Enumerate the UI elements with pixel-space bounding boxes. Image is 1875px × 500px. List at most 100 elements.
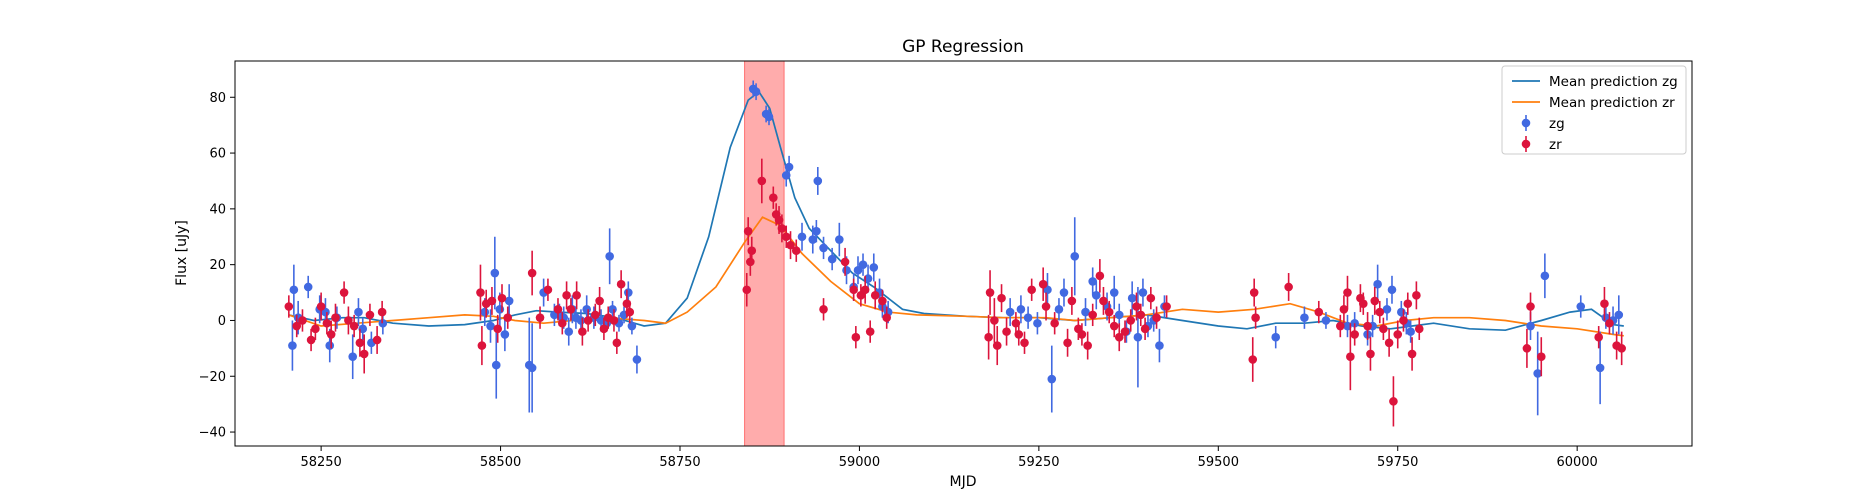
marker (1146, 293, 1156, 303)
marker (292, 321, 302, 331)
marker (808, 235, 818, 244)
marker (791, 246, 801, 256)
marker (557, 318, 567, 328)
marker (1271, 332, 1281, 342)
marker (493, 324, 502, 334)
marker (503, 313, 513, 322)
legend-label-line-1: Mean prediction zg (1549, 74, 1678, 90)
data-point-zr-112 (1370, 286, 1380, 315)
marker (1399, 316, 1408, 325)
data-point-zr-99 (1249, 278, 1259, 307)
data-point-zg-103 (1576, 295, 1586, 318)
data-point-zr-90 (1120, 320, 1130, 343)
data-point-zg-73 (1081, 298, 1090, 327)
marker (827, 254, 837, 264)
data-point-zr-100 (1251, 306, 1260, 329)
data-point-zr-67 (985, 270, 995, 315)
data-point-zr-104 (1339, 295, 1349, 324)
marker (784, 162, 794, 172)
data-point-zr-32 (572, 281, 581, 310)
marker (609, 316, 619, 325)
marker (1393, 330, 1403, 339)
data-point-zr-37 (599, 317, 609, 340)
data-point-zg-66 (1023, 306, 1033, 329)
marker (819, 304, 828, 314)
data-point-zr-88 (1109, 314, 1119, 338)
marker (835, 235, 844, 244)
data-point-zr-35 (591, 303, 600, 327)
data-point-zg-57 (853, 256, 863, 285)
marker (1595, 363, 1605, 373)
data-point-zg-88 (1300, 306, 1309, 329)
marker (572, 291, 581, 300)
marker (842, 265, 851, 275)
data-point-zr-84 (1088, 303, 1097, 327)
data-point-zg-80 (1127, 281, 1137, 315)
marker (1605, 318, 1614, 328)
marker (1321, 316, 1331, 325)
data-point-zg-87 (1271, 326, 1281, 349)
marker (632, 355, 642, 364)
data-point-zr-64 (878, 289, 887, 313)
data-point-zr-77 (1041, 292, 1051, 321)
data-point-zr-44 (742, 273, 752, 307)
marker (1077, 330, 1087, 339)
data-point-zg-94 (1373, 264, 1382, 304)
data-point-zr-113 (1375, 300, 1385, 324)
marker (378, 318, 388, 328)
marker (840, 257, 850, 267)
data-point-zg-43 (751, 83, 761, 101)
marker (1526, 321, 1535, 331)
data-point-zg-50 (812, 220, 821, 243)
data-point-zr-59 (851, 326, 861, 349)
y-tick-label: 80 (209, 91, 226, 106)
marker (1249, 288, 1259, 297)
x-tick-label: 59250 (1018, 455, 1059, 470)
marker (1375, 307, 1385, 317)
marker (1016, 304, 1026, 314)
data-point-zg-78 (1114, 303, 1124, 327)
marker (624, 288, 633, 297)
marker (377, 307, 387, 317)
data-point-zr-120 (1407, 337, 1417, 371)
marker (1540, 271, 1550, 281)
marker (1379, 324, 1388, 334)
data-point-zr-101 (1284, 273, 1293, 301)
data-point-zg-1 (288, 320, 297, 371)
marker (1284, 282, 1293, 292)
marker (786, 240, 795, 250)
legend-swatch-marker-zr (1521, 139, 1531, 149)
marker (490, 268, 500, 278)
marker (985, 288, 995, 297)
marker (1343, 288, 1352, 297)
marker (1155, 341, 1164, 350)
data-point-zg-70 (1054, 298, 1064, 321)
marker (1339, 304, 1349, 314)
marker (1414, 324, 1424, 334)
data-point-zr-11 (344, 306, 353, 335)
data-point-zr-28 (553, 298, 563, 321)
data-point-zg-35 (605, 228, 614, 285)
marker (1594, 332, 1603, 342)
marker (1407, 349, 1417, 359)
data-point-zr-85 (1095, 259, 1105, 293)
marker (1114, 332, 1124, 342)
data-point-zg-53 (827, 247, 837, 271)
legend-label-zg: zg (1549, 116, 1565, 132)
y-tick-label: 60 (209, 147, 226, 162)
marker (1091, 291, 1101, 300)
marker (1047, 374, 1057, 384)
data-point-zr-27 (543, 278, 553, 301)
marker (1136, 310, 1146, 320)
y-axis-label: Flux [uJy] (174, 220, 190, 286)
marker (882, 313, 892, 322)
marker (1370, 296, 1380, 306)
data-point-zg-54 (835, 222, 844, 257)
marker (339, 288, 349, 297)
marker (853, 265, 863, 275)
marker (743, 226, 753, 236)
marker (1114, 310, 1124, 320)
data-point-zg-102 (1540, 253, 1550, 299)
data-point-zr-69 (992, 326, 1002, 366)
